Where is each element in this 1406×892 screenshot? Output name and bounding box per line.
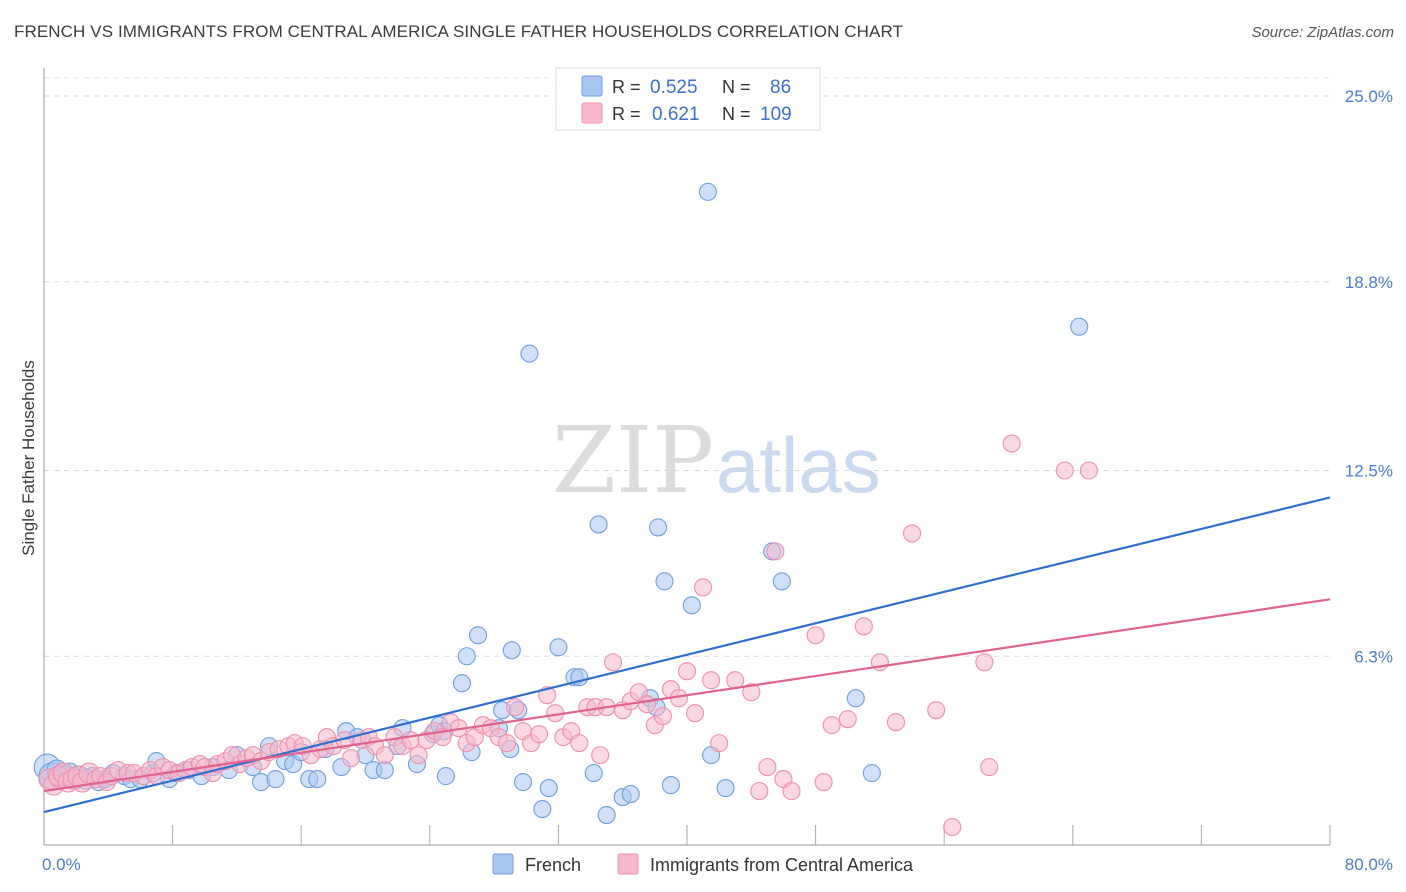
immigrants-point-77 bbox=[604, 653, 623, 672]
immigrants-point-112 bbox=[1079, 461, 1098, 480]
y-tick-label-3: 25.0% bbox=[1345, 87, 1393, 106]
french-point-61 bbox=[549, 638, 568, 657]
legend-r-label-french: R = bbox=[612, 77, 641, 97]
bottom-legend-immigrants: Immigrants from Central America bbox=[650, 855, 914, 875]
immigrants-point-99 bbox=[814, 773, 833, 792]
immigrants-point-105 bbox=[902, 524, 922, 543]
immigrants-point-51 bbox=[401, 731, 420, 750]
legend-n-value-french: 86 bbox=[770, 77, 791, 98]
tick-labels: 6.3% 12.5% 18.8% 25.0% 0.0% 80.0% bbox=[42, 87, 1393, 874]
bottom-legend-french: French bbox=[525, 855, 581, 875]
bottom-legend-swatch-immigrants bbox=[617, 853, 639, 875]
immigrants-point-48 bbox=[375, 746, 394, 765]
french-point-60 bbox=[539, 779, 558, 798]
immigrants-point-93 bbox=[750, 782, 769, 801]
french-point-64 bbox=[584, 764, 603, 783]
immigrants-trend-line bbox=[43, 598, 1331, 793]
french-point-72 bbox=[655, 572, 674, 591]
legend-swatch-immigrants bbox=[581, 102, 603, 124]
french-point-58 bbox=[520, 344, 539, 363]
french-point-66 bbox=[597, 805, 616, 825]
watermark-zip: ZIP bbox=[552, 407, 714, 514]
french-trend-line bbox=[43, 496, 1331, 814]
french-point-77 bbox=[716, 779, 735, 798]
watermark-atlas: atlas bbox=[716, 421, 881, 509]
legend-n-value-immigrants: 109 bbox=[760, 104, 792, 125]
french-point-82 bbox=[1070, 317, 1089, 336]
chart-title: FRENCH VS IMMIGRANTS FROM CENTRAL AMERIC… bbox=[14, 22, 904, 41]
legend-n-label-french: N = bbox=[722, 77, 751, 97]
immigrants-point-89 bbox=[702, 671, 721, 690]
immigrants-point-98 bbox=[806, 626, 825, 645]
immigrants-point-92 bbox=[742, 683, 761, 702]
legend: R = 0.525 N = 86 R = 0.621 N = 109 bbox=[555, 67, 821, 131]
french-point-81 bbox=[862, 764, 881, 783]
immigrants-point-88 bbox=[694, 578, 713, 597]
immigrants-point-64 bbox=[505, 698, 525, 717]
immigrants-point-97 bbox=[782, 782, 801, 801]
french-point-57 bbox=[513, 773, 533, 792]
x-tick-label-1: 80.0% bbox=[1345, 855, 1393, 874]
french-point-48 bbox=[452, 674, 472, 693]
y-axis-label: Single Father Households bbox=[19, 360, 38, 556]
legend-r-value-immigrants: 0.621 bbox=[652, 104, 700, 125]
immigrants-point-87 bbox=[685, 704, 705, 723]
bottom-legend-swatch-french bbox=[492, 853, 514, 875]
immigrants-point-90 bbox=[710, 734, 729, 753]
immigrants-point-72 bbox=[570, 734, 589, 753]
french-point-51 bbox=[468, 626, 488, 645]
y-tick-label-1: 12.5% bbox=[1345, 462, 1393, 481]
french-point-74 bbox=[682, 596, 701, 615]
trend-lines bbox=[43, 496, 1331, 814]
immigrants-point-52 bbox=[409, 746, 428, 765]
french-point-49 bbox=[457, 647, 476, 666]
source-label: Source: ZipAtlas.com bbox=[1251, 24, 1394, 41]
immigrants-point-94 bbox=[758, 758, 777, 777]
french-point-71 bbox=[649, 518, 668, 537]
immigrants-point-107 bbox=[943, 817, 962, 837]
legend-r-label-immigrants: R = bbox=[612, 104, 641, 124]
y-tick-label-0: 6.3% bbox=[1354, 647, 1393, 666]
immigrants-point-83 bbox=[653, 707, 672, 726]
immigrants-point-63 bbox=[497, 734, 517, 753]
french-point-59 bbox=[533, 799, 552, 819]
french-point-33 bbox=[308, 770, 327, 789]
immigrants-point-100 bbox=[822, 716, 841, 735]
legend-swatch-french bbox=[581, 75, 603, 97]
immigrants-point-106 bbox=[927, 701, 946, 720]
french-point-80 bbox=[846, 689, 865, 708]
french-point-47 bbox=[436, 767, 455, 786]
french-point-65 bbox=[589, 515, 608, 534]
grid-lines bbox=[44, 77, 1330, 657]
french-point-73 bbox=[661, 776, 680, 795]
immigrants-point-101 bbox=[838, 710, 857, 729]
french-point-79 bbox=[772, 572, 791, 591]
x-tick-label-0: 0.0% bbox=[42, 855, 81, 874]
axes bbox=[43, 68, 1331, 846]
immigrants-point-95 bbox=[766, 542, 785, 561]
immigrants-point-75 bbox=[591, 746, 610, 765]
immigrants-point-44 bbox=[341, 749, 361, 768]
french-point-55 bbox=[502, 641, 521, 660]
french-point-68 bbox=[621, 785, 640, 804]
legend-n-label-immigrants: N = bbox=[722, 104, 751, 124]
french-point-28 bbox=[266, 770, 285, 789]
bottom-legend: French Immigrants from Central America bbox=[492, 853, 914, 875]
immigrants-point-67 bbox=[530, 725, 549, 744]
immigrants-point-81 bbox=[637, 695, 656, 714]
french-point-75 bbox=[698, 182, 717, 201]
immigrants-point-110 bbox=[1002, 434, 1021, 453]
immigrants-point-86 bbox=[677, 662, 697, 681]
immigrants-point-104 bbox=[886, 713, 906, 732]
immigrants-point-109 bbox=[980, 758, 999, 777]
immigrants-point-102 bbox=[854, 617, 873, 636]
legend-r-value-french: 0.525 bbox=[650, 77, 698, 98]
y-tick-label-2: 18.8% bbox=[1345, 273, 1393, 292]
immigrants-point-108 bbox=[975, 653, 994, 672]
immigrants-point-111 bbox=[1055, 461, 1074, 480]
